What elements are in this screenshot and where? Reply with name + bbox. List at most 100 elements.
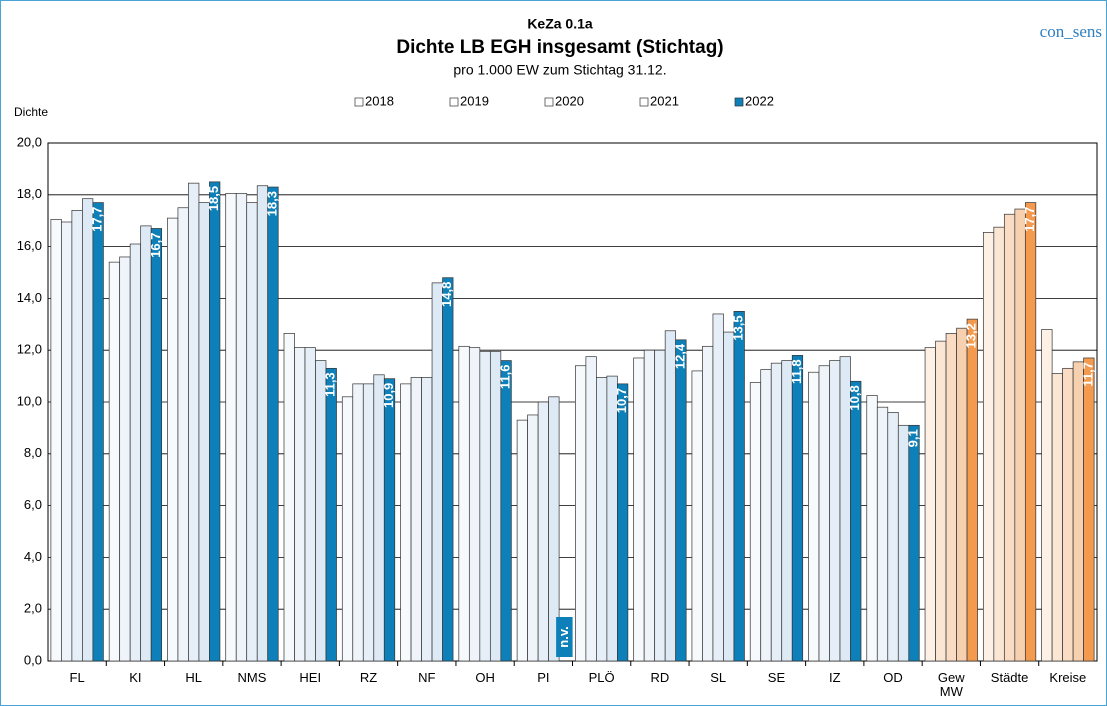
x-tick-label: SL: [710, 670, 727, 685]
bar: [993, 226, 1005, 662]
legend-label: 2022: [745, 93, 774, 108]
bar: [1003, 213, 1016, 662]
bar: [315, 360, 327, 662]
bar: [818, 365, 830, 662]
value-label: 10,9: [381, 383, 396, 408]
bar: [575, 365, 587, 662]
bar: [866, 395, 878, 662]
value-label-box: [556, 617, 573, 657]
x-tick-label: HEI: [299, 670, 322, 685]
bar: [527, 414, 539, 662]
bar: [442, 277, 454, 662]
bar: [167, 217, 179, 662]
bar: [1083, 357, 1095, 662]
x-tick-label: RD: [650, 670, 670, 685]
bar: [876, 406, 889, 662]
bar: [198, 202, 210, 662]
bar: [654, 349, 666, 662]
bar: [1024, 202, 1037, 662]
bar: [548, 396, 560, 662]
bar: [850, 380, 862, 662]
x-tick-label: KI: [129, 670, 142, 685]
x-tick-label: PLÖ: [588, 670, 615, 685]
bar: [421, 377, 433, 662]
bar: [808, 371, 820, 662]
bar: [458, 345, 470, 662]
bar: [150, 228, 163, 662]
y-tick-label: 4,0: [24, 549, 42, 564]
bar: [1072, 361, 1084, 662]
bar: [500, 360, 512, 662]
bar: [1051, 373, 1063, 662]
bar: [935, 340, 947, 662]
value-label: 13,2: [964, 323, 979, 348]
bar: [1014, 208, 1026, 662]
x-tick-label: Gew MW: [937, 670, 965, 699]
y-tick-label: 16,0: [17, 238, 42, 253]
legend-swatch: [734, 97, 744, 107]
x-tick-label: SE: [767, 670, 786, 685]
bar: [733, 311, 745, 662]
x-tick-label: FL: [69, 670, 85, 685]
x-tick-label: NMS: [237, 670, 267, 685]
bar: [596, 377, 608, 662]
bar: [749, 382, 762, 662]
legend-swatch: [544, 97, 554, 107]
legend-label: 2019: [460, 93, 489, 108]
y-tick-label: 12,0: [17, 342, 42, 357]
bar: [770, 362, 783, 662]
bar: [92, 202, 104, 662]
value-label: 16,7: [148, 232, 163, 257]
legend-swatch: [354, 97, 364, 107]
value-label: n.v.: [556, 626, 571, 647]
value-label: 10,8: [847, 385, 862, 410]
bar: [129, 243, 142, 662]
legend-label: 2018: [365, 93, 394, 108]
bar: [235, 193, 248, 662]
bar: [362, 383, 375, 662]
y-axis-label: Dichte: [14, 105, 48, 119]
bar: [256, 185, 269, 662]
y-tick-label: 14,0: [17, 290, 42, 305]
bar: [489, 351, 502, 662]
y-tick-label: 20,0: [17, 134, 42, 149]
bar: [479, 351, 491, 662]
value-label: 9,1: [905, 429, 920, 447]
bar: [209, 181, 221, 662]
value-label: 11,3: [323, 372, 338, 397]
bar: [140, 225, 152, 662]
subtitle: pro 1.000 EW zum Stichtag 31.12.: [453, 62, 666, 78]
bar: [617, 383, 629, 662]
bar: [956, 327, 968, 662]
bar: [341, 396, 354, 662]
x-tick-label: IZ: [828, 670, 841, 685]
x-tick-label: RZ: [359, 670, 378, 685]
bar: [283, 333, 295, 662]
y-tick-label: 0,0: [24, 652, 42, 667]
legend-label: 2020: [555, 93, 584, 108]
bar: [410, 377, 422, 662]
value-label: 14,8: [439, 282, 454, 307]
bar: [945, 333, 957, 662]
brand: con_sens: [1040, 22, 1102, 41]
bar: [1041, 329, 1053, 662]
bar: [633, 357, 645, 662]
bar: [791, 355, 804, 662]
bar: [829, 360, 841, 662]
x-tick-label: Städte: [990, 670, 1029, 685]
bar: [924, 347, 936, 662]
bar: [760, 369, 772, 662]
x-tick-label: HL: [185, 670, 202, 685]
bar: [325, 367, 337, 662]
value-label: 11,8: [789, 359, 804, 384]
y-tick-label: 10,0: [17, 393, 42, 408]
bar: [664, 330, 677, 662]
legend-swatch: [449, 97, 459, 107]
bar: [246, 202, 258, 662]
bar: [108, 261, 121, 662]
value-label: 11,6: [498, 365, 513, 390]
bar: [267, 186, 279, 662]
bar: [643, 349, 656, 662]
bar: [82, 198, 94, 662]
